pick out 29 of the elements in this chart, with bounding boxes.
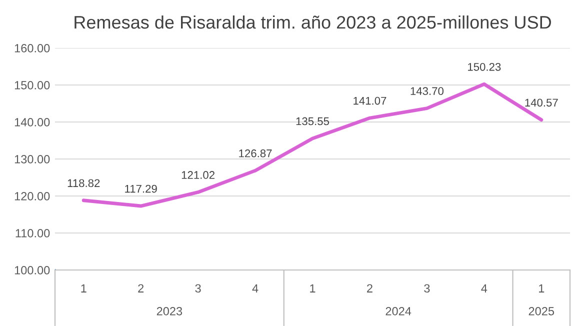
y-tick-label: 120.00: [14, 192, 50, 200]
x-tick-label: 4: [252, 284, 258, 292]
x-tick-label: 1: [310, 284, 316, 292]
y-tick-label: 110.00: [16, 229, 50, 238]
data-label: 141.07: [354, 96, 386, 105]
x-tick-label: 2: [367, 284, 372, 292]
y-tick-label: 130.00: [14, 155, 50, 164]
text: 2024: [386, 306, 412, 316]
data-label: 150.23: [468, 62, 501, 71]
text: 2023: [156, 306, 182, 316]
x-tick-label: 4: [481, 284, 488, 292]
data-label: 121.02: [182, 171, 214, 179]
data-label: 143.70: [410, 87, 444, 96]
chart-title: Remesas de Risaralda trim. año 2023 a 2025-millones USD: [74, 15, 551, 29]
x-tick-label: 3: [195, 284, 201, 293]
data-label: 118.82: [68, 179, 100, 188]
x-tick-label: 1: [539, 284, 544, 292]
x-tick-label: 1: [81, 284, 86, 292]
data-label: 135.55: [296, 117, 330, 126]
x-tick-label: 3: [424, 284, 430, 293]
y-tick-label: 100.00: [14, 266, 50, 274]
y-tick-label: 140.00: [14, 118, 50, 126]
y-tick-label: 160.00: [14, 44, 50, 52]
x-tick-label: 2: [138, 284, 144, 292]
data-label: 117.29: [125, 184, 157, 193]
y-tick-label: 150.00: [14, 81, 50, 90]
data-label: 140.57: [525, 98, 558, 107]
data-label: 126.87: [239, 149, 272, 158]
text: 2025: [528, 306, 554, 316]
